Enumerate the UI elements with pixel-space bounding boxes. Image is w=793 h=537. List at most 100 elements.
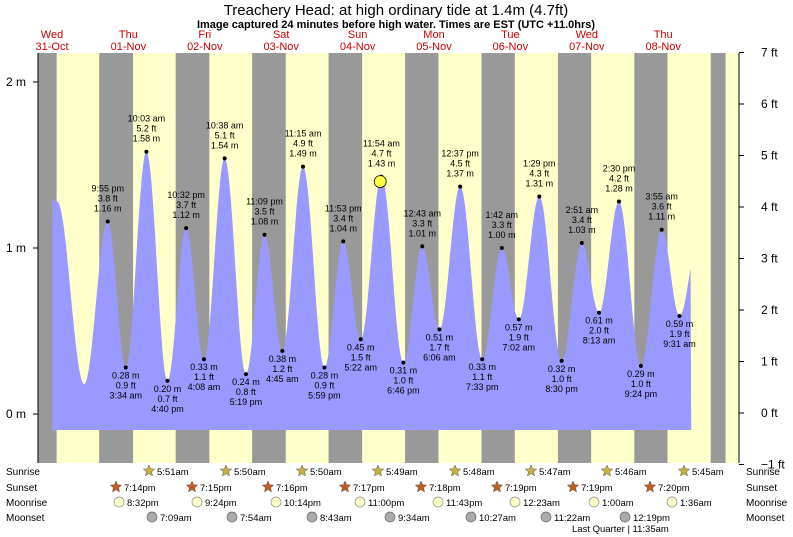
tide-point-label: 9:24 pm xyxy=(625,389,658,399)
tide-point-label: 1.54 m xyxy=(211,140,239,150)
tide-point xyxy=(105,219,110,224)
tide-point-label: 0.38 m xyxy=(269,354,297,364)
sunset-icon xyxy=(261,480,275,493)
tide-point-label: 10:38 am xyxy=(206,120,244,130)
tide-point-label: 0.29 m xyxy=(627,369,655,379)
legend-row-label-right: Moonset xyxy=(746,513,785,524)
tide-point-label: 12:43 am xyxy=(404,208,442,218)
tide-point-label: 10:32 pm xyxy=(167,190,205,200)
tide-point-label: 3.4 ft xyxy=(333,213,354,223)
chart-subtitle: Image captured 24 minutes before high wa… xyxy=(197,19,595,31)
right-tick-label: 5 ft xyxy=(761,149,778,163)
moon-phase-note: Last Quarter | 11:35am xyxy=(572,524,669,535)
sunset-icon xyxy=(338,480,352,493)
day-date-label: 04-Nov xyxy=(340,41,376,53)
tide-point xyxy=(123,365,128,370)
tide-point-label: 9:31 am xyxy=(663,339,696,349)
tide-point-label: 1:29 pm xyxy=(523,159,556,169)
tide-point xyxy=(358,337,363,342)
day-date-label: 05-Nov xyxy=(416,41,452,53)
moonset-time: 8:43am xyxy=(320,513,352,524)
moonrise-time: 11:43pm xyxy=(446,498,482,509)
tide-point-label: 1.5 ft xyxy=(351,352,372,362)
tide-point xyxy=(401,360,406,365)
tide-point-label: 4.5 ft xyxy=(450,159,471,169)
day-name-label: Wed xyxy=(576,29,598,41)
tide-point-label: 4.7 ft xyxy=(371,149,392,159)
tide-point xyxy=(243,372,248,377)
day-name-label: Fri xyxy=(198,29,211,41)
tide-point-label: 6:06 am xyxy=(423,352,456,362)
tide-point-label: 1.1 ft xyxy=(194,372,215,382)
tide-point-label: 2:30 pm xyxy=(603,164,636,174)
moonrise-icon xyxy=(666,496,678,508)
tide-point xyxy=(341,239,346,244)
tide-point-label: 1.9 ft xyxy=(509,332,530,342)
sunset-time: 7:18pm xyxy=(429,483,461,494)
tide-point-label: 0.9 ft xyxy=(116,381,137,391)
tide-point xyxy=(579,241,584,246)
tide-point-label: 6:46 pm xyxy=(387,386,420,396)
sunrise-time: 5:51am xyxy=(157,467,189,478)
moonrise-time: 12:23am xyxy=(523,498,560,509)
tide-point xyxy=(301,164,306,169)
moonrise-time: 8:32pm xyxy=(127,498,159,509)
tide-point-label: 1.16 m xyxy=(94,203,122,213)
tide-point-label: 3.5 ft xyxy=(254,207,275,217)
tide-point xyxy=(537,194,542,199)
tide-point-label: 1.58 m xyxy=(133,134,161,144)
sunset-icon xyxy=(490,480,504,493)
tide-point-label: 0.32 m xyxy=(548,364,576,374)
tide-point-label: 7:33 pm xyxy=(466,382,499,392)
right-tick-label: 6 ft xyxy=(761,97,778,111)
tide-point-label: 4.9 ft xyxy=(293,139,314,149)
sunrise-time: 5:50am xyxy=(310,467,342,478)
right-tick-label: 4 ft xyxy=(761,200,778,214)
tide-point-label: 0.24 m xyxy=(232,377,260,387)
moonrise-icon xyxy=(270,496,282,508)
moonrise-icon xyxy=(509,496,521,508)
tide-point xyxy=(659,227,664,232)
tide-point-label: 8:13 am xyxy=(583,336,616,346)
tide-point-label: 4.2 ft xyxy=(609,174,630,184)
tide-point-label: 1.03 m xyxy=(568,225,596,235)
tide-point-label: 0.20 m xyxy=(154,384,182,394)
moonrise-icon xyxy=(191,496,203,508)
moonset-time: 7:09am xyxy=(160,513,192,524)
tide-point-label: 0.31 m xyxy=(390,366,418,376)
sunrise-icon xyxy=(295,464,309,477)
legend-row-label-right: Sunset xyxy=(746,483,777,494)
tide-point xyxy=(596,310,601,315)
left-tick-label: 0 m xyxy=(6,407,26,421)
sunset-time: 7:20pm xyxy=(658,483,690,494)
moonset-icon xyxy=(384,511,396,523)
day-name-label: Thu xyxy=(654,29,673,41)
day-date-label: 08-Nov xyxy=(645,41,681,53)
legend-row-label: Sunrise xyxy=(6,467,40,478)
sunrise-time: 5:47am xyxy=(539,467,571,478)
sunset-time: 7:14pm xyxy=(124,483,156,494)
sunset-icon xyxy=(566,480,580,493)
tide-point xyxy=(201,357,206,362)
moonset-icon xyxy=(226,511,238,523)
tide-point-label: 1.2 ft xyxy=(272,364,293,374)
moonset-icon xyxy=(540,511,552,523)
tide-point-label: 1.01 m xyxy=(409,228,437,238)
tide-point-label: 5:59 pm xyxy=(308,391,341,401)
tide-point-label: 2.0 ft xyxy=(589,326,610,336)
tide-point xyxy=(322,365,327,370)
sunset-time: 7:19pm xyxy=(581,483,613,494)
tide-point-label: 3.3 ft xyxy=(492,220,513,230)
tide-point-label: 1.37 m xyxy=(446,169,474,179)
tide-point-label: 12:37 pm xyxy=(441,149,479,159)
right-tick-label: 0 ft xyxy=(761,406,778,420)
tide-point-label: 11:54 am xyxy=(363,139,400,149)
tide-point-label: 1.28 m xyxy=(605,184,633,194)
sunrise-icon xyxy=(142,464,156,477)
tide-point-label: 3.4 ft xyxy=(572,215,593,225)
tide-point xyxy=(458,184,463,189)
moonset-time: 7:54am xyxy=(240,513,272,524)
legend-row-label-right: Moonrise xyxy=(746,498,788,509)
tide-point-label: 10:03 am xyxy=(128,114,166,124)
legend-row-label: Moonrise xyxy=(6,498,48,509)
